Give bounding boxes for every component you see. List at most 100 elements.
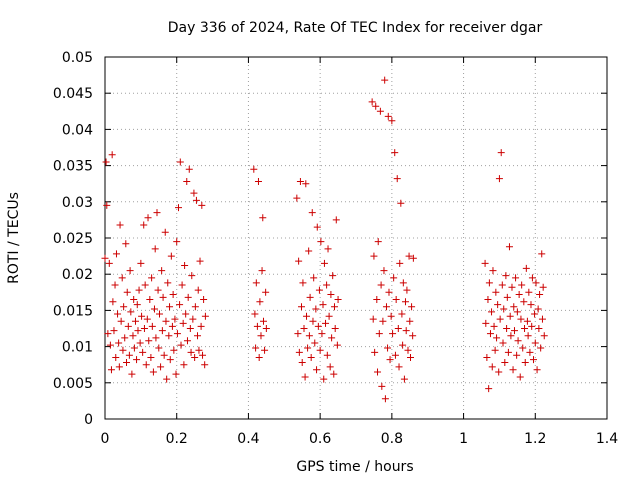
y-tick-label: 0.04 [62,122,93,138]
data-point [408,303,416,311]
data-point [252,344,260,352]
data-point [519,344,527,352]
data-point [380,267,388,275]
data-point [513,351,521,359]
data-point [302,180,310,188]
y-tick-label: 0.025 [53,231,93,247]
data-point [405,252,413,260]
data-point [147,353,155,361]
data-point [379,317,387,325]
data-point [299,279,307,287]
data-point [510,327,518,335]
data-point [297,303,305,311]
data-point [324,245,332,253]
data-point [378,382,386,390]
data-point [386,356,394,364]
data-point [323,351,331,359]
data-point [181,262,189,270]
data-point [102,158,110,166]
data-point [258,267,266,275]
data-point [157,363,165,371]
data-point [191,303,199,311]
data-point [123,359,131,367]
data-point [118,274,126,282]
data-point [311,339,319,347]
data-point [498,281,506,289]
data-point [520,298,528,306]
data-point [138,312,146,320]
data-point [330,370,338,378]
data-point [526,348,534,356]
data-point [518,281,526,289]
data-point [198,201,206,209]
data-point [188,272,196,280]
data-point [194,332,202,340]
data-point [384,112,392,120]
y-tick-label: 0.005 [53,376,93,392]
data-point [373,296,381,304]
data-point [112,250,120,258]
data-point [108,151,116,159]
data-point [173,330,181,338]
data-point [521,325,529,332]
y-tick-label: 0.035 [53,159,93,175]
data-point [171,315,179,323]
data-point [503,325,511,332]
data-point [409,332,417,340]
y-tick-label: 0.015 [53,303,93,319]
data-point [534,305,542,313]
data-point [142,361,150,369]
data-point [372,102,380,110]
data-point [305,332,313,340]
data-point [400,375,408,383]
data-point [296,178,304,186]
data-point [195,346,203,354]
data-point [528,322,536,330]
data-point [261,346,269,354]
data-point [120,303,128,311]
data-point [250,165,258,173]
data-point [330,303,338,311]
data-point [486,330,494,338]
data-point [197,322,205,330]
data-point [516,373,524,381]
data-point [196,257,204,265]
data-point [305,247,313,255]
data-point [369,315,377,323]
x-tick-label: 0.6 [309,431,331,447]
data-point [309,317,317,325]
data-point [199,351,207,359]
x-tick-label: 0.4 [237,431,259,447]
y-tick-label: 0.045 [53,86,93,102]
data-point [502,272,510,280]
data-point [185,165,193,173]
data-point [327,290,335,298]
data-point [536,290,544,298]
data-point [397,199,405,207]
data-point [332,216,340,224]
data-point [538,250,546,258]
data-point [183,337,191,345]
x-tick-label: 1.2 [524,431,546,447]
data-point [153,209,161,217]
data-point [496,315,504,323]
data-point [381,76,389,84]
data-point [377,281,385,289]
data-point [253,322,261,330]
data-point [402,327,410,335]
data-point [300,325,308,332]
data-point [506,312,514,320]
data-point [314,322,322,330]
data-point [159,293,167,301]
data-point [176,301,184,309]
data-point [160,351,168,359]
data-point [493,334,501,342]
data-point [122,240,130,248]
data-point [537,344,545,352]
x-tick-label: 1 [459,431,468,447]
data-point [111,281,119,289]
data-point [484,296,492,304]
data-point [505,243,513,251]
data-point [136,339,144,347]
data-point [328,334,336,342]
